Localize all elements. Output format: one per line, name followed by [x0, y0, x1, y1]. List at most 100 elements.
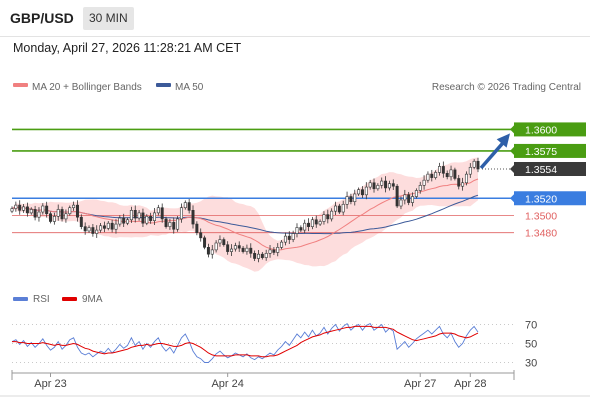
candle-body — [79, 216, 83, 227]
candle-body — [203, 237, 207, 248]
candle-body — [233, 245, 237, 250]
candle-body — [453, 169, 457, 179]
candle-body — [457, 178, 461, 187]
candle-body — [68, 207, 72, 215]
candle-body — [214, 242, 218, 251]
candle-body — [133, 210, 137, 219]
ma50-legend-swatch — [156, 83, 171, 87]
candle-body — [353, 193, 357, 202]
rsi-legend-label: RSI — [33, 294, 50, 305]
candle-body — [37, 211, 41, 218]
rsi-gridlines: 70 50 30 — [12, 320, 537, 370]
candle-body — [122, 217, 126, 224]
candle-body — [407, 194, 411, 203]
candle-body — [438, 166, 441, 173]
candle-body — [411, 196, 415, 203]
candle-body — [307, 222, 311, 227]
timeframe-badge[interactable]: 30 MIN — [83, 7, 134, 30]
candle-body — [472, 160, 476, 168]
candle-body — [318, 221, 322, 225]
forecast-arrow-shaft — [479, 138, 508, 170]
candle-body — [403, 194, 407, 201]
candle-body — [10, 208, 14, 212]
level-tag-pointer-1.3575 — [510, 146, 514, 155]
candle-body — [461, 182, 465, 187]
candle-body — [387, 183, 391, 189]
candle-body — [172, 222, 176, 230]
forecast-arrow — [479, 133, 510, 170]
x-tick-label-apr-27: Apr 27 — [404, 378, 436, 390]
candle-body — [357, 189, 361, 195]
candle-body — [222, 239, 226, 246]
candle-body — [449, 169, 453, 178]
x-tick-label-apr-28: Apr 28 — [454, 378, 486, 390]
candle-body — [102, 225, 106, 229]
candle-body — [260, 253, 264, 258]
timestamp-label: Monday, April 27, 2026 11:28:21 AM CET — [13, 41, 242, 55]
candle-body — [95, 229, 99, 234]
candle-body — [114, 223, 118, 230]
candlesticks — [10, 157, 480, 263]
level-label-1.3500: 1.3500 — [525, 210, 557, 222]
candle-body — [164, 218, 168, 227]
candle-body — [253, 253, 257, 259]
candle-body — [187, 202, 191, 211]
level-tag-bg-1.3575 — [514, 143, 586, 158]
candle-body — [168, 222, 172, 227]
rsi-ma-line — [12, 325, 479, 358]
level-tag-bg-1.3520 — [514, 191, 586, 206]
level-tag-pointer-1.3520 — [510, 194, 514, 203]
level-tag-1.3520: 1.3520 — [525, 193, 557, 205]
candle-body — [268, 249, 272, 254]
candle-body — [314, 219, 318, 225]
candle-body — [303, 222, 307, 231]
candle-body — [372, 182, 376, 190]
candle-body — [345, 196, 349, 205]
candle-body — [426, 173, 430, 181]
candle-body — [106, 222, 110, 229]
x-tick-label-apr-24: Apr 24 — [211, 378, 243, 390]
rsi-tick-label-70: 70 — [525, 320, 537, 332]
candle-body — [91, 227, 95, 234]
candle-body — [18, 204, 22, 211]
candle-body — [191, 210, 195, 225]
candle-body — [399, 199, 403, 207]
candle-body — [441, 166, 445, 174]
candle-body — [376, 185, 380, 190]
level-tag-pointer-1.3554 — [510, 165, 514, 173]
ma20-legend-swatch — [13, 83, 28, 87]
candle-body — [118, 217, 122, 225]
candle-body — [368, 182, 372, 188]
candle-body — [149, 216, 153, 221]
symbol-label: GBP/USD — [10, 10, 74, 26]
candle-body — [310, 219, 314, 227]
candle-body — [334, 205, 337, 212]
candle-body — [83, 226, 87, 232]
candle-body — [280, 241, 284, 248]
candle-body — [241, 247, 245, 252]
candle-body — [160, 207, 164, 220]
level-tag-bg-1.3554 — [514, 162, 586, 176]
price-levels — [12, 128, 514, 234]
candle-body — [295, 227, 299, 234]
candle-body — [283, 235, 287, 243]
candle-body — [287, 235, 291, 240]
candle-body — [468, 166, 472, 175]
candle-body — [176, 218, 180, 230]
candle-body — [276, 247, 280, 253]
candle-body — [299, 227, 303, 231]
level-tag-bg-1.3600 — [514, 122, 586, 137]
rsi-lines — [11, 322, 479, 363]
candle-body — [434, 172, 438, 178]
rsi-legend: RSI 9MA — [13, 294, 103, 305]
candle-body — [41, 205, 45, 213]
header-divider — [0, 36, 590, 37]
copyright-label: Research © 2026 Trading Central — [432, 82, 581, 93]
candle-body — [291, 233, 295, 240]
candle-body — [330, 210, 334, 220]
candle-body — [22, 206, 26, 211]
candle-body — [256, 253, 260, 259]
rsi-ma-legend-label: 9MA — [82, 294, 103, 305]
candle-body — [422, 179, 426, 186]
